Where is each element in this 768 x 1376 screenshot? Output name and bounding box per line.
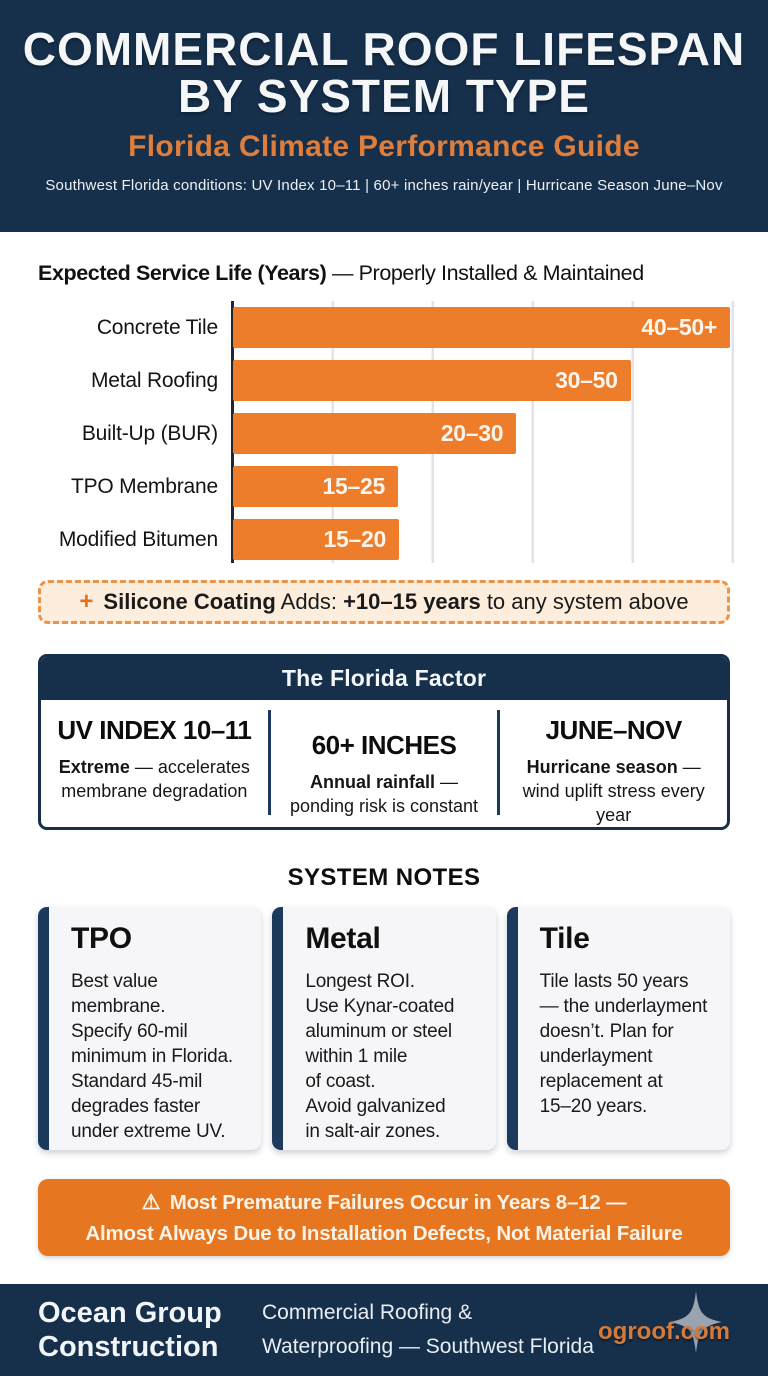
card-content: Metal Longest ROI. Use Kynar-coated alum…	[283, 907, 460, 1150]
bar-value: 15–25	[322, 473, 385, 499]
card-accent-bar	[272, 907, 284, 1150]
bar-concrete-tile: 40–50+	[232, 307, 730, 348]
warning-icon: ⚠	[141, 1190, 161, 1214]
card-title: TPO	[71, 922, 132, 955]
bar-row: TPO Membrane 15–25	[38, 460, 730, 513]
service-life-bar-chart: Concrete Tile 40–50+ Metal Roofing 30–50…	[38, 301, 734, 566]
card-title: Metal	[305, 922, 381, 955]
bar-label: TPO Membrane	[70, 474, 218, 498]
chart-title-rest: — Properly Installed & Maintained	[326, 261, 644, 285]
callout-bold-years: +10–15 years	[343, 589, 481, 614]
factor-lead: Hurricane season	[526, 757, 678, 777]
system-notes-cards: TPO Best value membrane. Specify 60-mil …	[38, 907, 730, 1150]
bar-label: Concrete Tile	[96, 315, 218, 339]
bar-modified-bitumen: 15–20	[232, 519, 399, 560]
chart-axis-line	[231, 301, 234, 563]
bar-metal-roofing: 30–50	[232, 360, 631, 401]
system-note-card-tile: Tile Tile lasts 50 years — the underlaym…	[506, 907, 730, 1150]
banner-line-2: Almost Always Due to Installation Defect…	[85, 1221, 683, 1245]
footer-logo-group: ogroof.com	[598, 1284, 730, 1376]
factor-column-hurricane: JUNE–NOV Hurricane season — wind uplift …	[500, 700, 727, 827]
card-content: TPO Best value membrane. Specify 60-mil …	[49, 907, 239, 1150]
bar-built-up: 20–30	[232, 413, 517, 454]
warning-banner: ⚠ Most Premature Failures Occur in Years…	[38, 1179, 730, 1256]
factor-rest: — accelerates membrane degradation	[61, 757, 250, 801]
bar-row: Concrete Tile 40–50+	[38, 301, 730, 354]
factor-headline: UV INDEX 10–11	[57, 715, 252, 745]
bar-tpo-membrane: 15–25	[232, 466, 398, 507]
system-note-card-metal: Metal Longest ROI. Use Kynar-coated alum…	[272, 907, 496, 1150]
florida-factor-card: The Florida Factor UV INDEX 10–11 Extrem…	[38, 654, 730, 830]
factor-lead: Extreme	[58, 757, 130, 777]
factor-description: Extreme — accelerates membrane degradati…	[49, 755, 260, 803]
chart-title-bold: Expected Service Life (Years)	[38, 261, 327, 285]
brand-name: Ocean Group Construction	[38, 1297, 222, 1363]
system-notes-title: SYSTEM NOTES	[287, 864, 481, 891]
bar-track: 30–50	[232, 360, 730, 401]
page-title: COMMERCIAL ROOF LIFESPAN BY SYSTEM TYPE	[22, 23, 746, 122]
bar-track: 40–50+	[232, 307, 730, 348]
banner-line-1: ⚠ Most Premature Failures Occur in Years…	[142, 1187, 627, 1218]
footer-tagline: Commercial Roofing & Waterproofing — Sou…	[262, 1301, 594, 1358]
callout-bold: Silicone Coating	[103, 589, 276, 614]
system-note-card-tpo: TPO Best value membrane. Specify 60-mil …	[38, 907, 262, 1150]
bar-value: 15–20	[323, 526, 386, 552]
factor-column-rain-inner: 60+ INCHES Annual rainfall — ponding ris…	[279, 715, 490, 818]
bar-track: 15–20	[232, 519, 730, 560]
card-content: Tile Tile lasts 50 years — the underlaym…	[518, 907, 714, 1150]
four-point-star-icon	[670, 1291, 722, 1353]
factor-title: The Florida Factor	[41, 657, 727, 700]
bar-value: 30–50	[555, 367, 618, 393]
bar-track: 20–30	[232, 413, 730, 454]
factor-lead: Annual rainfall	[309, 772, 435, 792]
callout-tail: to any system above	[480, 589, 689, 614]
factor-description: Annual rainfall — ponding risk is consta…	[287, 770, 482, 818]
card-body: Tile lasts 50 years — the underlayment d…	[539, 971, 708, 1117]
callout-text: Adds:	[275, 589, 344, 614]
factor-column-uv: UV INDEX 10–11 Extreme — accelerates mem…	[41, 700, 268, 827]
factor-rest: — wind uplift stress every year	[522, 757, 705, 825]
bar-track: 15–25	[232, 466, 730, 507]
card-body: Longest ROI. Use Kynar-coated aluminum o…	[305, 971, 455, 1142]
bar-label: Modified Bitumen	[58, 527, 218, 551]
bar-label: Metal Roofing	[90, 368, 218, 392]
factor-headline: JUNE–NOV	[545, 715, 683, 745]
factor-rest: — ponding risk is constant	[289, 772, 479, 816]
chart-title: Expected Service Life (Years) — Properly…	[38, 261, 730, 286]
bar-row: Metal Roofing 30–50	[38, 354, 730, 407]
header-conditions: Southwest Florida conditions: UV Index 1…	[45, 176, 723, 194]
banner-text-1: Most Premature Failures Occur in Years 8…	[169, 1190, 627, 1214]
silicone-coating-callout: + Silicone Coating Adds: +10–15 years to …	[38, 580, 730, 624]
factor-headline: 60+ INCHES	[311, 730, 457, 760]
header: COMMERCIAL ROOF LIFESPAN BY SYSTEM TYPE …	[0, 0, 768, 232]
bar-value: 20–30	[440, 420, 504, 446]
card-accent-bar	[38, 907, 49, 1150]
main-content: Expected Service Life (Years) — Properly…	[0, 261, 768, 1256]
card-body: Best value membrane. Specify 60-mil mini…	[71, 971, 233, 1142]
factor-column-rain: 60+ INCHES Annual rainfall — ponding ris…	[267, 710, 501, 818]
factor-body: UV INDEX 10–11 Extreme — accelerates mem…	[41, 700, 727, 827]
bar-row: Modified Bitumen 15–20	[38, 513, 730, 566]
header-subtitle: Florida Climate Performance Guide	[128, 129, 640, 163]
card-title: Tile	[539, 922, 590, 955]
card-accent-bar	[506, 907, 518, 1150]
footer: Ocean Group Construction Commercial Roof…	[0, 1284, 768, 1376]
plus-icon: +	[79, 588, 94, 615]
factor-description: Hurricane season — wind uplift stress ev…	[508, 755, 719, 827]
bar-label: Built-Up (BUR)	[81, 421, 218, 445]
bar-value: 40–50+	[641, 314, 717, 340]
bar-row: Built-Up (BUR) 20–30	[38, 407, 730, 460]
website-text: ogroof.com	[598, 1318, 730, 1345]
